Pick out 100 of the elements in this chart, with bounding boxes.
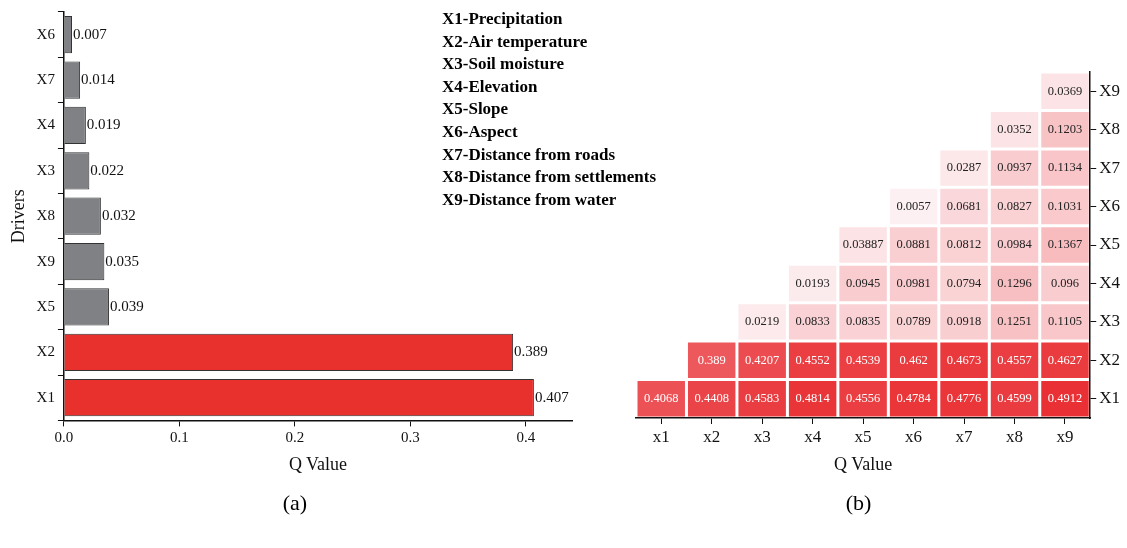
annotation: X3-Soil moisture — [442, 53, 565, 76]
data-label: 0.1134 — [1048, 160, 1083, 175]
data-label: 0.0794 — [946, 275, 982, 290]
text: (b) — [844, 490, 873, 516]
data-label: 0.0881 — [896, 237, 931, 252]
data-label: 0.4068 — [644, 391, 679, 406]
x-tick-label: 0.1 — [170, 429, 189, 446]
y-tick-label: X4 — [1099, 272, 1121, 292]
x-tick-label: 0.4 — [516, 429, 536, 446]
x-tick-label: x3 — [753, 426, 771, 446]
data-label: 0.4557 — [997, 352, 1032, 367]
data-label: 0.4776 — [946, 391, 982, 406]
y-tick-label: X3 — [36, 161, 55, 178]
data-label: 0.4552 — [795, 352, 830, 367]
x-tick-label: x6 — [905, 426, 923, 446]
data-label: 0.0833 — [795, 314, 830, 329]
data-label: 0.4912 — [1047, 391, 1083, 406]
data-label: 0.03887 — [842, 237, 884, 252]
x-tick-label: x2 — [703, 426, 721, 446]
y-tick-label: X3 — [1099, 311, 1120, 331]
data-label: 0.1105 — [1048, 314, 1082, 329]
x-tick-label: x9 — [1056, 426, 1074, 446]
data-label: 0.4784 — [896, 391, 932, 406]
data-label: 0.0984 — [997, 237, 1033, 252]
data-label: 0.0981 — [896, 275, 931, 290]
data-label: 0.1296 — [997, 275, 1032, 290]
data-label: 0.4539 — [845, 352, 881, 367]
data-label: 0.0352 — [997, 121, 1032, 136]
y-axis-title: Drivers — [7, 189, 28, 244]
annotation: X8-Distance from settlements — [442, 166, 657, 189]
data-label: 0.0681 — [946, 198, 982, 213]
annotation: X9-Distance from water — [442, 188, 618, 211]
x-tick-label: x1 — [652, 426, 670, 446]
data-label: 0.019 — [86, 116, 121, 133]
x-tick-label: x8 — [1006, 426, 1024, 446]
data-label: 0.4599 — [997, 391, 1032, 406]
y-tick-label: X5 — [36, 297, 55, 314]
data-label: 0.4583 — [744, 391, 780, 406]
x-tick-label: 0.0 — [54, 429, 74, 446]
data-label: 0.1203 — [1047, 121, 1083, 136]
y-tick-label: X8 — [36, 207, 55, 224]
x-tick-label: x5 — [854, 426, 872, 446]
y-tick-label: X7 — [36, 71, 56, 87]
annotation: X1-Precipitation — [442, 8, 564, 30]
annotation: X6-Aspect — [442, 120, 519, 143]
y-tick-label: X6 — [1099, 196, 1120, 216]
data-label: 0.039 — [109, 297, 144, 314]
annotation: X7-Distance from roads — [442, 143, 617, 166]
y-tick-label: X9 — [36, 252, 55, 269]
data-label: 0.4673 — [946, 352, 982, 367]
data-label: 0.462 — [899, 352, 928, 367]
data-label: 0.014 — [81, 71, 116, 87]
text: (a) — [281, 490, 309, 516]
y-tick-label: X2 — [36, 343, 55, 360]
y-tick-label: X6 — [36, 25, 56, 42]
data-label: 0.035 — [105, 252, 140, 269]
data-label: 0.4627 — [1047, 352, 1083, 367]
data-label: 0.096 — [1050, 275, 1080, 290]
x-tick-label: 0.3 — [400, 429, 420, 446]
data-label: 0.0835 — [845, 314, 881, 329]
data-label: 0.0937 — [997, 160, 1032, 175]
x-tick-label: 0.2 — [285, 429, 305, 446]
y-tick-label: X5 — [1099, 234, 1120, 254]
x-tick-label: x4 — [804, 426, 822, 446]
y-tick-label: X2 — [1099, 349, 1120, 369]
data-label: 0.4408 — [694, 391, 729, 406]
y-tick-label: X7 — [1099, 157, 1121, 177]
y-tick-label: X1 — [1099, 388, 1120, 408]
data-label: 0.032 — [101, 207, 136, 224]
data-label: 0.0057 — [896, 198, 931, 213]
data-label: 0.0219 — [744, 314, 780, 329]
data-label: 0.0789 — [896, 314, 931, 329]
annotation: X4-Elevation — [442, 75, 539, 98]
data-label: 0.0369 — [1047, 83, 1083, 98]
data-label: 0.4556 — [845, 391, 881, 406]
data-label: 0.389 — [514, 343, 548, 360]
data-label: 0.407 — [534, 388, 570, 405]
annotation: X2-Air temperature — [442, 30, 589, 53]
data-label: 0.0812 — [946, 237, 982, 252]
data-label: 0.389 — [697, 352, 726, 367]
data-label: 0.1031 — [1047, 198, 1083, 213]
data-label: 0.4207 — [744, 352, 780, 367]
data-label: 0.1251 — [997, 314, 1032, 329]
data-label: 0.0827 — [997, 198, 1032, 213]
data-label: 0.0945 — [845, 275, 881, 290]
data-label: 0.022 — [90, 161, 125, 178]
y-tick-label: X4 — [36, 116, 56, 133]
y-tick-label: X9 — [1099, 80, 1120, 100]
data-label: 0.0193 — [795, 275, 830, 290]
data-label: 0.0918 — [946, 314, 982, 329]
x-axis-title: Q Value — [834, 453, 893, 474]
data-label: 0.1367 — [1047, 237, 1083, 252]
y-tick-label: X1 — [36, 388, 55, 405]
x-tick-label: x7 — [955, 426, 974, 446]
annotation: X5-Slope — [442, 98, 510, 121]
data-label: 0.007 — [73, 25, 108, 42]
x-axis-title: Q Value — [288, 453, 348, 474]
data-label: 0.0287 — [946, 160, 982, 175]
y-tick-label: X8 — [1099, 119, 1120, 139]
data-label: 0.4814 — [795, 391, 831, 406]
